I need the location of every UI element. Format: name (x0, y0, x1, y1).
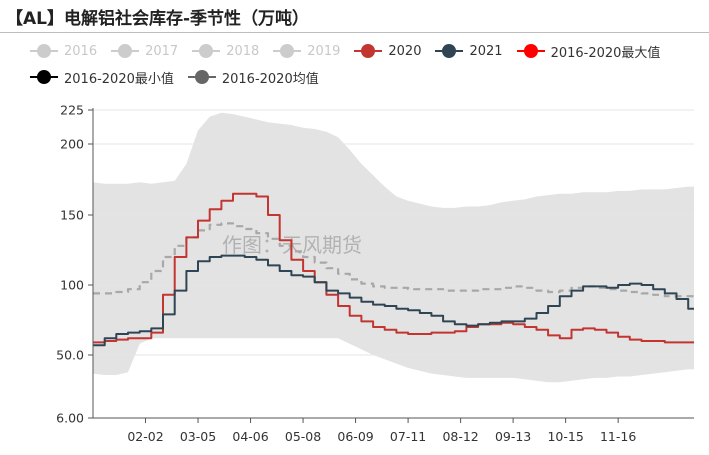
x-tick-label: 02-02 (127, 429, 163, 444)
x-tick-label: 04-06 (232, 429, 268, 444)
legend-label: 2018 (226, 43, 260, 59)
min-max-band (93, 112, 694, 383)
legend-item[interactable]: 2017 (111, 44, 178, 59)
legend-label: 2016-2020均值 (221, 71, 319, 87)
legend-item[interactable]: 2019 (273, 44, 340, 59)
x-tick-label: 03-05 (180, 429, 216, 444)
axis-layer: 6.00 50.0 100 150 200 225 02-02 03-05 04-06 05-08… (56, 103, 694, 444)
legend-marker-icon (354, 44, 383, 58)
grid-layer (93, 109, 694, 356)
min-max-band-layer (93, 112, 694, 383)
legend-item[interactable]: 2016-2020最大值 (516, 42, 661, 61)
x-tick-label: 07-11 (390, 429, 426, 444)
x-tick-label: 08-12 (442, 429, 478, 444)
legend-marker-icon (516, 44, 545, 58)
y-tick-label: 200 (60, 137, 84, 152)
legend-item[interactable]: 2016-2020最小值 (30, 68, 174, 87)
y-tick-label: 100 (60, 278, 84, 293)
legend-label: 2016-2020最大值 (550, 45, 661, 61)
y-tick-label: 225 (60, 103, 84, 118)
y-tick-label: 6.00 (56, 411, 84, 426)
legend-marker-icon (30, 70, 58, 84)
series-line-2021 (93, 254, 694, 347)
legend-marker-icon (273, 44, 302, 58)
legend-marker-icon (192, 44, 221, 58)
legend-label: 2021 (469, 43, 503, 59)
legend-item[interactable]: 2016 (30, 44, 97, 59)
legend-row-2: 2016-2020最小值 2016-2020均值 (30, 64, 700, 90)
x-tick-label: 09-13 (495, 429, 531, 444)
legend-item[interactable]: 2021 (435, 43, 503, 59)
legend-label: 2016-2020最小值 (64, 71, 174, 87)
legend-item[interactable]: 2020 (354, 44, 421, 59)
legend-label: 2019 (307, 43, 341, 59)
legend-label: 2017 (145, 43, 179, 59)
legend-marker-icon (30, 44, 58, 58)
x-tick-label: 10-15 (547, 429, 583, 444)
y-tick-label: 50.0 (56, 348, 84, 363)
legend-marker-icon (111, 44, 140, 58)
legend-item[interactable]: 2018 (192, 44, 259, 59)
legend-label: 2016 (64, 43, 98, 59)
title-divider (0, 32, 709, 33)
series-line-2020 (93, 192, 694, 344)
series-layer (93, 192, 694, 347)
legend-label: 2020 (388, 43, 422, 59)
chart-legend: 2016 2017 2018 2019 2020 2021 2016-2020最大值 201… (30, 38, 700, 90)
legend-marker-icon (435, 44, 464, 58)
y-tick-label: 150 (60, 208, 84, 223)
legend-marker-icon (187, 70, 216, 84)
x-tick-label: 06-09 (337, 429, 373, 444)
legend-row-1: 2016 2017 2018 2019 2020 2021 2016-2020最大值 (30, 38, 700, 64)
x-tick-label: 11-16 (600, 429, 636, 444)
legend-item[interactable]: 2016-2020均值 (187, 68, 319, 87)
chart-title: 【AL】电解铝社会库存-季节性（万吨） (6, 9, 310, 29)
x-tick-label: 05-08 (285, 429, 321, 444)
